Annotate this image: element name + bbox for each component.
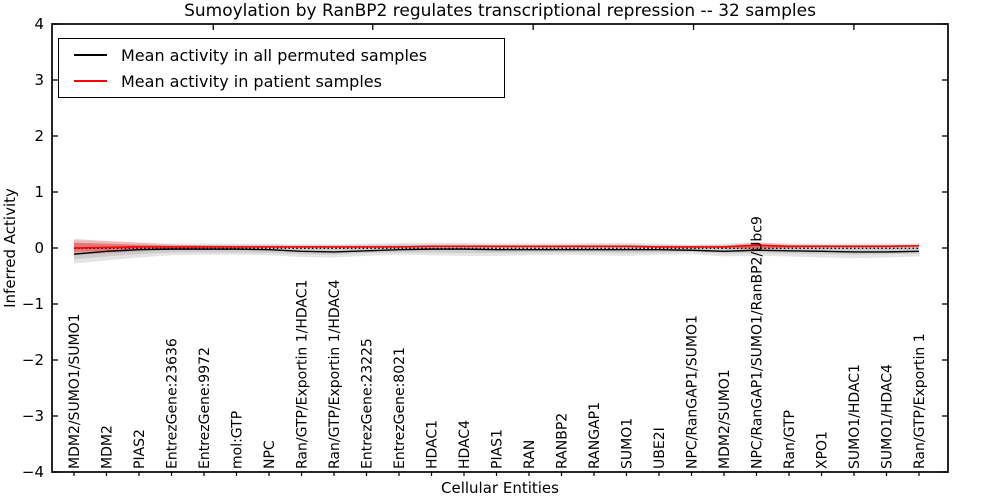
x-tick-label: XPO1	[815, 431, 831, 469]
x-tick-label: EntrezGene:9972	[197, 347, 213, 469]
x-tick-label: SUMO1/HDAC1	[847, 364, 863, 469]
x-tick-label: PIAS1	[490, 429, 506, 469]
legend-entry-permuted: Mean activity in all permuted samples	[74, 46, 504, 65]
x-tick-label: NPC/RanGAP1/SUMO1/RanBP2/Ubc9	[750, 216, 766, 469]
x-tick-label: Ran/GTP	[782, 410, 798, 469]
x-tick-label: EntrezGene:23636	[165, 338, 181, 469]
x-tick-label: EntrezGene:23225	[360, 338, 376, 469]
y-tick-label: −1	[22, 295, 44, 313]
y-tick-label: −3	[22, 407, 44, 425]
y-tick-label: 0	[34, 239, 44, 257]
x-tick-label: RAN	[522, 440, 538, 469]
x-tick-label: EntrezGene:8021	[392, 347, 408, 469]
x-tick-label: RANBP2	[555, 413, 571, 469]
y-tick-label: 4	[34, 15, 44, 33]
x-tick-label: SUMO1	[620, 418, 636, 469]
patient-line-sample-icon	[74, 80, 107, 82]
x-tick-label: RANGAP1	[587, 402, 603, 469]
x-tick-label: NPC/RanGAP1/SUMO1	[685, 315, 701, 469]
y-axis-label: Inferred Activity	[1, 188, 19, 308]
x-tick-label: HDAC1	[425, 420, 441, 469]
legend: Mean activity in all permuted samples Me…	[58, 38, 505, 98]
patient-mean-line	[73, 244, 920, 249]
y-tick-label: 3	[34, 71, 44, 89]
y-tick-label: 1	[34, 183, 44, 201]
y-tick-label: −2	[22, 351, 44, 369]
x-tick-label: MDM2	[100, 425, 116, 469]
chart-title: Sumoylation by RanBP2 regulates transcri…	[184, 1, 816, 21]
x-axis-label: Cellular Entities	[441, 479, 559, 497]
x-tick-label: Ran/GTP/Exportin 1	[912, 333, 928, 469]
x-tick-label: mol:GTP	[230, 411, 246, 469]
x-tick-label: NPC	[262, 440, 278, 469]
permuted-band-outer	[74, 238, 919, 264]
x-tick-label: PIAS2	[132, 429, 148, 469]
x-tick-label: MDM2/SUMO1	[717, 369, 733, 469]
x-tick-label: SUMO1/HDAC4	[880, 364, 896, 469]
x-tick-label: HDAC4	[457, 420, 473, 469]
y-tick-label: 2	[34, 127, 44, 145]
x-tick-label: Ran/GTP/Exportin 1/HDAC1	[295, 280, 311, 469]
x-tick-label: Ran/GTP/Exportin 1/HDAC4	[327, 280, 343, 469]
x-tick-label: MDM2/SUMO1/SUMO1	[67, 313, 83, 469]
patient-band-outer	[74, 240, 919, 255]
y-tick-label: −4	[22, 463, 44, 481]
legend-label-permuted: Mean activity in all permuted samples	[121, 45, 428, 65]
legend-label-patient: Mean activity in patient samples	[121, 71, 382, 91]
x-tick-label: UBE2I	[652, 427, 668, 469]
permuted-line-sample-icon	[74, 54, 107, 56]
permuted-mean-line	[73, 248, 920, 255]
legend-entry-patient: Mean activity in patient samples	[74, 72, 504, 91]
